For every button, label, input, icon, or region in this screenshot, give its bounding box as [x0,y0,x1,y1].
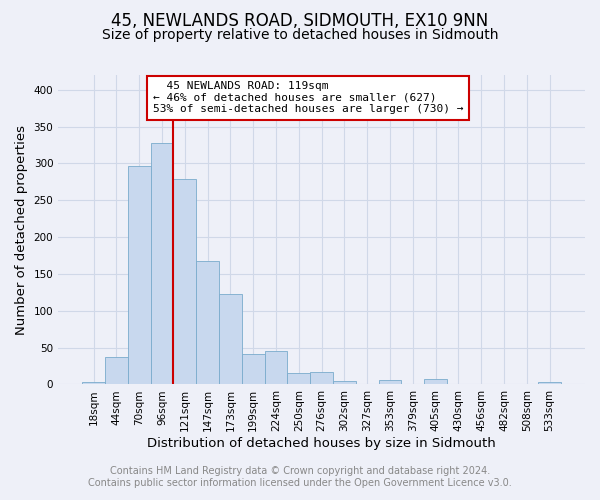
Text: Size of property relative to detached houses in Sidmouth: Size of property relative to detached ho… [102,28,498,42]
Bar [310,372,333,384]
Text: 45, NEWLANDS ROAD, SIDMOUTH, EX10 9NN: 45, NEWLANDS ROAD, SIDMOUTH, EX10 9NN [112,12,488,30]
Bar [538,382,561,384]
X-axis label: Distribution of detached houses by size in Sidmouth: Distribution of detached houses by size … [147,437,496,450]
Bar [128,166,151,384]
Bar [151,143,173,384]
Bar [265,350,287,384]
Bar [219,294,242,384]
Text: Contains HM Land Registry data © Crown copyright and database right 2024.
Contai: Contains HM Land Registry data © Crown c… [88,466,512,487]
Bar [105,357,128,384]
Text: 45 NEWLANDS ROAD: 119sqm  
← 46% of detached houses are smaller (627)
53% of sem: 45 NEWLANDS ROAD: 119sqm ← 46% of detach… [153,81,463,114]
Bar [196,260,219,384]
Bar [287,372,310,384]
Bar [424,380,447,384]
Y-axis label: Number of detached properties: Number of detached properties [15,124,28,334]
Bar [82,382,105,384]
Bar [242,354,265,384]
Bar [333,381,356,384]
Bar [173,179,196,384]
Bar [379,380,401,384]
